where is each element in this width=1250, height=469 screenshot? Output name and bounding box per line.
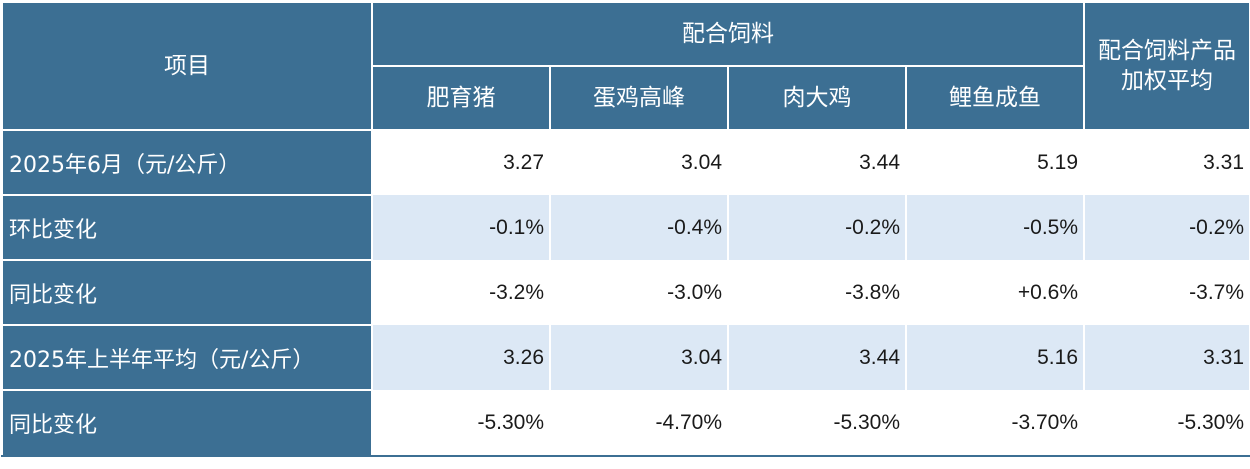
table-cell: 3.31 [1083,325,1250,390]
table-cell: 3.27 [371,130,551,195]
row-label: 同比变化 [1,259,373,326]
weighted-average-header: 配合饲料产品 加权平均 [1083,1,1250,131]
table-cell: +0.6% [905,260,1085,325]
table-cell: -5.30% [1083,390,1250,457]
row-label: 同比变化 [1,389,373,457]
table-cell: -0.2% [727,195,907,260]
sub-header-broiler: 肉大鸡 [727,65,907,131]
table-cell: 5.19 [905,130,1085,195]
table-row: 同比变化 -3.2% -3.0% -3.8% +0.6% -3.7% [1,259,1250,326]
table-cell: -0.4% [549,195,729,260]
group-header-compound-feed: 配合饲料 [371,1,1085,67]
row-label: 2025年6月（元/公斤） [1,129,373,196]
table-row: 环比变化 -0.1% -0.4% -0.2% -0.5% -0.2% [1,194,1250,261]
table-cell: -3.8% [727,260,907,325]
table-cell: 3.04 [549,325,729,390]
table-cell: 3.44 [727,130,907,195]
header-row-top: 项目 配合饲料 配合饲料产品 加权平均 [1,1,1250,131]
table-cell: 3.31 [1083,130,1250,195]
table-cell: -3.7% [1083,260,1250,325]
row-label: 环比变化 [1,194,373,261]
table-row: 2025年6月（元/公斤） 3.27 3.04 3.44 5.19 3.31 [1,129,1250,196]
table-cell: -5.30% [371,390,551,457]
table-cell: 3.44 [727,325,907,390]
table-cell: -0.5% [905,195,1085,260]
item-header: 项目 [1,1,373,131]
weighted-average-header-line1: 配合饲料产品 [1098,38,1236,64]
sub-header-peak-layer: 蛋鸡高峰 [549,65,729,131]
table-cell: -0.1% [371,195,551,260]
table-cell: -3.0% [549,260,729,325]
sub-header-fattening-pig: 肥育猪 [371,65,551,131]
sub-header-carp: 鲤鱼成鱼 [905,65,1085,131]
table-cell: 3.04 [549,130,729,195]
table-row: 2025年上半年平均（元/公斤） 3.26 3.04 3.44 5.16 3.3… [1,324,1250,391]
table-cell: -0.2% [1083,195,1250,260]
table-cell: -4.70% [549,390,729,457]
row-label: 2025年上半年平均（元/公斤） [1,324,373,391]
table-cell: 3.26 [371,325,551,390]
table-cell: -3.70% [905,390,1085,457]
table-cell: -3.2% [371,260,551,325]
header-row-sub: 肥育猪 蛋鸡高峰 肉大鸡 鲤鱼成鱼 [2,65,1250,131]
weighted-average-header-line2: 加权平均 [1121,68,1213,94]
table-row: 同比变化 -5.30% -4.70% -5.30% -3.70% -5.30% [1,389,1250,457]
table-cell: -5.30% [727,390,907,457]
feed-price-table: 项目 配合饲料 配合饲料产品 加权平均 肥育猪 蛋鸡高峰 肉大鸡 鲤鱼成鱼 20… [1,1,1250,457]
table-cell: 5.16 [905,325,1085,390]
